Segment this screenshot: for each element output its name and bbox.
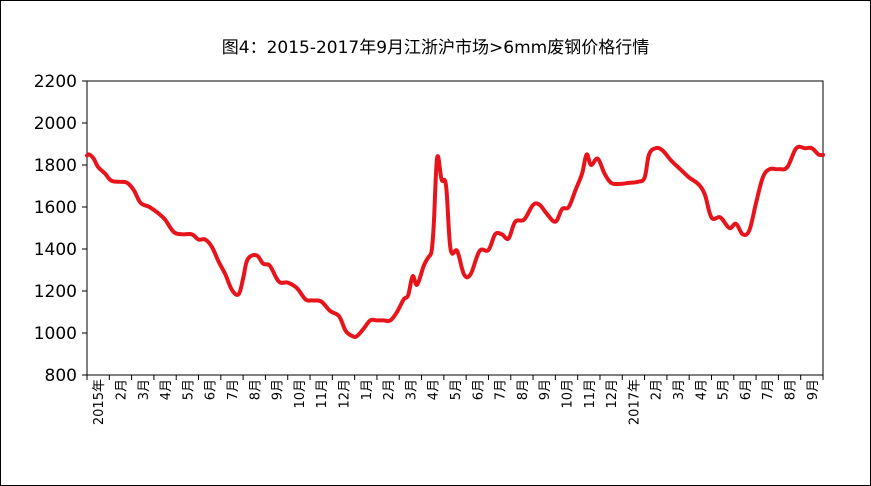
x-tick-label: 6月 xyxy=(471,379,486,400)
x-tick-label: 4月 xyxy=(427,379,442,400)
x-tick-label: 5月 xyxy=(449,379,464,400)
x-tick-label: 12月 xyxy=(605,379,620,409)
y-tick-label: 800 xyxy=(45,366,77,386)
series-layer xyxy=(85,144,825,339)
y-tick-label: 1600 xyxy=(34,198,77,218)
x-tick-label: 2017年 xyxy=(627,379,642,425)
x-tick-label: 4月 xyxy=(694,379,709,400)
x-tick-label: 8月 xyxy=(784,379,799,400)
y-tick-label: 1200 xyxy=(34,282,77,302)
y-tick-label: 2000 xyxy=(34,114,77,134)
x-tick-label: 2月 xyxy=(114,379,129,400)
plot-area-border xyxy=(86,80,824,376)
x-tick-label: 10月 xyxy=(561,379,576,409)
x-tick-label: 3月 xyxy=(404,379,419,400)
x-tick-label: 2月 xyxy=(382,379,397,400)
x-tick-label: 5月 xyxy=(717,379,732,400)
x-tick-label: 9月 xyxy=(271,379,286,400)
x-tick-label: 11月 xyxy=(315,379,330,409)
x-tick-label: 2月 xyxy=(650,379,665,400)
x-tick-label: 1月 xyxy=(360,379,375,400)
x-tick-label: 9月 xyxy=(806,379,821,400)
x-tick-label: 4月 xyxy=(159,379,174,400)
x-tick-label: 6月 xyxy=(739,379,754,400)
series-line-0 xyxy=(85,144,825,339)
x-tick-label: 12月 xyxy=(337,379,352,409)
y-tick-label: 1000 xyxy=(34,324,77,344)
y-tick-label: 1800 xyxy=(34,156,77,176)
x-tick-label: 6月 xyxy=(204,379,219,400)
x-tick-label: 8月 xyxy=(516,379,531,400)
x-tick-label: 7月 xyxy=(761,379,776,400)
x-tick-label: 2015年 xyxy=(92,379,107,425)
chart-title: 图4：2015-2017年9月江浙沪市场>6mm废钢价格行情 xyxy=(221,38,650,58)
x-tick-label: 7月 xyxy=(226,379,241,400)
x-tick-label: 8月 xyxy=(248,379,263,400)
x-tick-label: 11月 xyxy=(583,379,598,409)
axes xyxy=(86,80,824,376)
x-tick-label: 5月 xyxy=(181,379,196,400)
y-tick-label: 2200 xyxy=(34,72,77,92)
y-axis-ticks: 800 1000 1200 1400 1600 1800 2000 2200 xyxy=(34,72,87,386)
x-axis-ticks: 2015年 2月 3月 4月 5月 6月 7月 8月 9月 10月 11月 12月 1月 2月 3月 4月 5月… xyxy=(86,375,824,425)
x-tick-label: 10月 xyxy=(293,379,308,409)
x-tick-label: 7月 xyxy=(494,379,509,400)
x-tick-label: 3月 xyxy=(137,379,152,400)
x-tick-label: 3月 xyxy=(672,379,687,400)
y-tick-label: 1400 xyxy=(34,240,77,260)
x-tick-label: 9月 xyxy=(538,379,553,400)
